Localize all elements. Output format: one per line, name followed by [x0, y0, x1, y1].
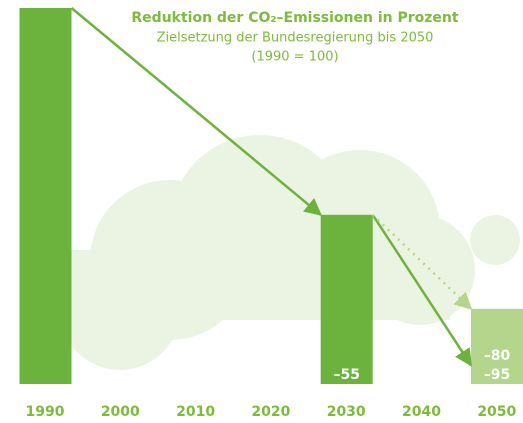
chart-subtitle: Zielsetzung der Bundesregierung bis 2050 [157, 31, 434, 46]
x-tick-label: 2050 [477, 404, 516, 420]
chart-title: Reduktion der CO₂–Emissionen in Prozent [131, 10, 458, 26]
x-tick-label: 2000 [101, 404, 140, 420]
chart-subtitle: (1990 = 100) [251, 50, 338, 65]
bar [20, 8, 72, 384]
annotation: –55 [333, 367, 359, 383]
annotation: –95 [484, 367, 510, 383]
chart: Reduktion der CO₂–Emissionen in Prozent … [0, 0, 523, 423]
annotation: –80 [484, 348, 511, 364]
x-tick-label: 2010 [176, 404, 215, 420]
x-tick-label: 2030 [327, 404, 366, 420]
bar [321, 215, 373, 384]
x-tick-label: 2020 [251, 404, 290, 420]
x-tick-label: 2040 [402, 404, 441, 420]
x-tick-label: 1990 [26, 404, 65, 420]
